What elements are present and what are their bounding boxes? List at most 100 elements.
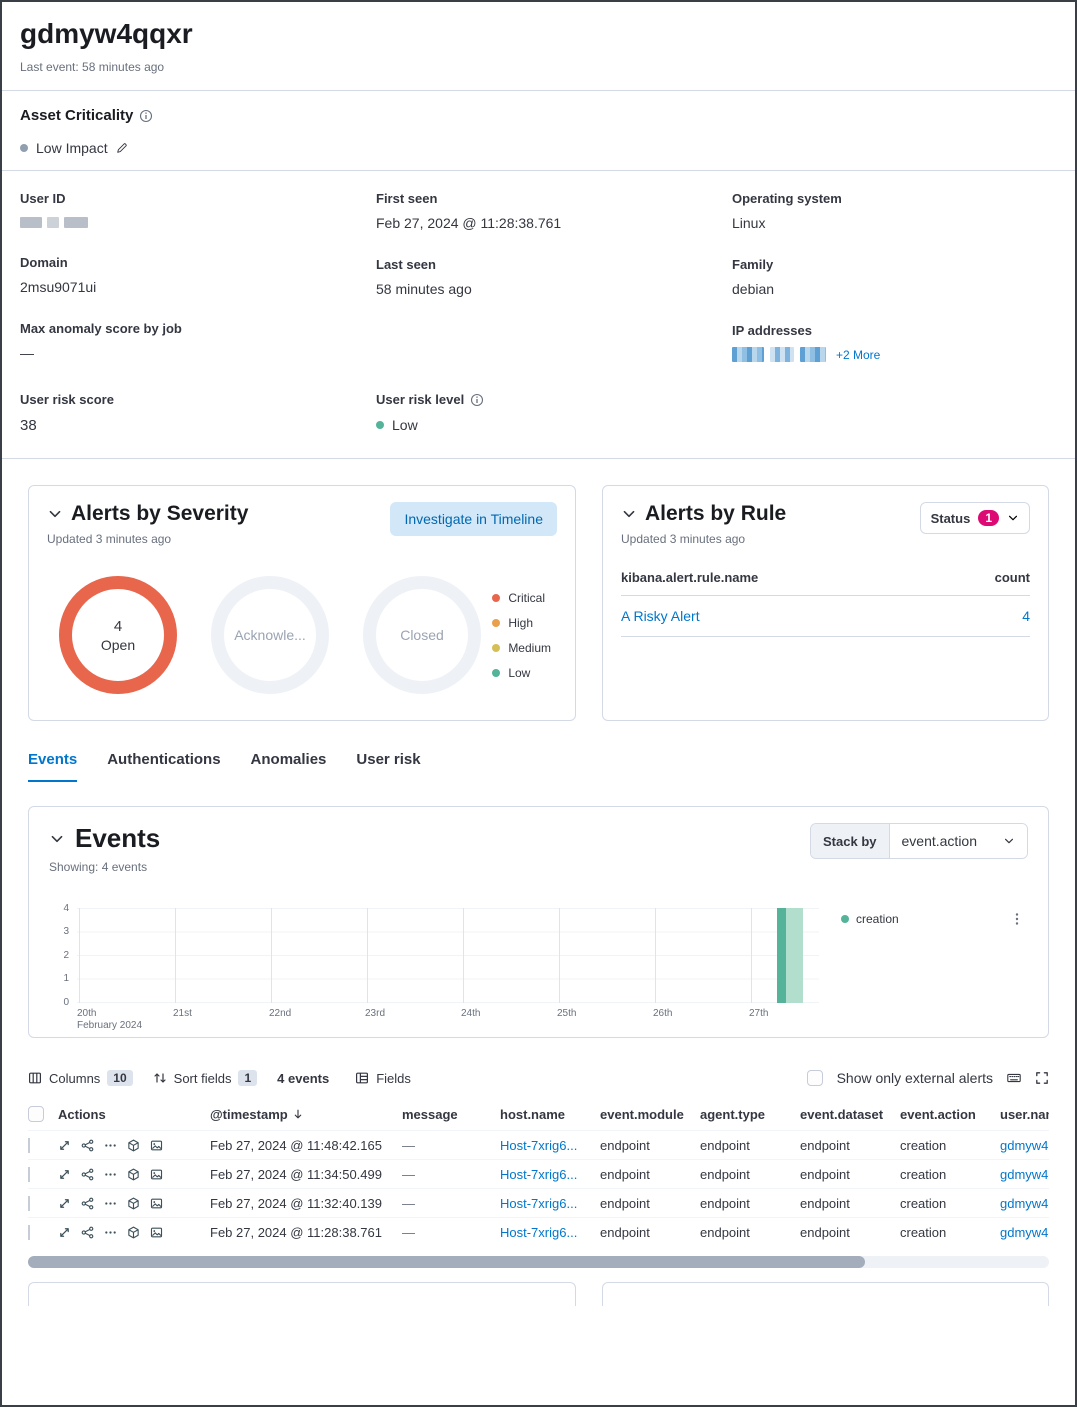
tab-anomalies[interactable]: Anomalies xyxy=(250,751,327,768)
session-view-icon[interactable] xyxy=(81,1139,94,1152)
keyboard-shortcuts-icon[interactable] xyxy=(1007,1071,1021,1085)
message-column-header[interactable]: message xyxy=(402,1106,458,1122)
collapse-chevron-icon[interactable] xyxy=(49,831,65,847)
rule-name-link[interactable]: A Risky Alert xyxy=(621,608,700,624)
collapse-chevron-icon[interactable] xyxy=(47,506,63,522)
x-tick: 22nd xyxy=(269,1008,292,1019)
events-histogram: 4 3 2 1 0 xyxy=(49,903,1028,1031)
user-name-link[interactable]: gdmyw4qqxr xyxy=(1000,1224,1049,1240)
alerts-by-rule-panel: Alerts by Rule Updated 3 minutes ago Sta… xyxy=(602,485,1049,721)
table-row: Feb 27, 2024 @ 11:28:38.761 — Host-7xrig… xyxy=(28,1217,1049,1246)
host-name-link[interactable]: Host-7xrig6... xyxy=(500,1224,578,1240)
visual-analyzer-icon[interactable] xyxy=(150,1168,163,1181)
user-name-link[interactable]: gdmyw4qqxr xyxy=(1000,1195,1049,1211)
collapse-chevron-icon[interactable] xyxy=(621,506,637,522)
host-name-link[interactable]: Host-7xrig6... xyxy=(500,1137,578,1153)
more-actions-icon[interactable] xyxy=(104,1226,117,1239)
max-anomaly-label: Max anomaly score by job xyxy=(20,321,182,336)
event-module-column-header[interactable]: event.module xyxy=(600,1106,684,1122)
scrollbar-thumb[interactable] xyxy=(28,1256,866,1268)
sort-fields-button[interactable]: Sort fields 1 xyxy=(153,1070,258,1086)
select-all-checkbox[interactable] xyxy=(28,1106,44,1122)
message-cell: — xyxy=(402,1224,415,1240)
analyzer-cube-icon[interactable] xyxy=(127,1197,140,1210)
legend-high: High xyxy=(508,615,533,630)
open-alerts-label: Open xyxy=(100,636,136,653)
event-module-cell: endpoint xyxy=(600,1195,650,1211)
tab-user-risk[interactable]: User risk xyxy=(356,751,421,768)
session-view-icon[interactable] xyxy=(81,1197,94,1210)
row-checkbox[interactable] xyxy=(28,1224,30,1240)
user-name-link[interactable]: gdmyw4qqxr xyxy=(1000,1166,1049,1182)
expand-event-icon[interactable] xyxy=(58,1139,71,1152)
event-action-cell: creation xyxy=(900,1195,947,1211)
x-axis-sublabel: February 2024 xyxy=(77,1020,143,1031)
x-tick: 23rd xyxy=(365,1008,386,1019)
event-dataset-cell: endpoint xyxy=(800,1137,850,1153)
status-filter-button[interactable]: Status 1 xyxy=(919,502,1030,534)
event-module-cell: endpoint xyxy=(600,1224,650,1240)
fields-button[interactable]: Fields xyxy=(355,1071,411,1086)
event-action-cell: creation xyxy=(900,1224,947,1240)
legend-low: Low xyxy=(508,665,531,680)
more-actions-icon[interactable] xyxy=(104,1168,117,1181)
criticality-dot xyxy=(20,144,28,152)
message-cell: — xyxy=(402,1137,415,1153)
more-actions-icon[interactable] xyxy=(104,1139,117,1152)
rule-alert-count: 4 xyxy=(1022,608,1030,624)
user-name-column-header[interactable]: user.name xyxy=(1000,1106,1049,1122)
timestamp-column-header[interactable]: @timestamp xyxy=(210,1107,402,1122)
acknowledged-alerts-label: Acknowle... xyxy=(234,627,306,643)
edit-criticality-pencil-icon[interactable] xyxy=(116,142,128,154)
expand-event-icon[interactable] xyxy=(58,1168,71,1181)
family-value: debian xyxy=(732,281,775,297)
expand-event-icon[interactable] xyxy=(58,1197,71,1210)
event-action-column-header[interactable]: event.action xyxy=(900,1106,976,1122)
os-label: Operating system xyxy=(732,191,842,206)
divider xyxy=(2,90,1075,91)
external-alerts-checkbox[interactable] xyxy=(806,1070,823,1086)
expand-event-icon[interactable] xyxy=(58,1226,71,1239)
chart-legend-item[interactable]: creation xyxy=(841,912,899,926)
analyzer-cube-icon[interactable] xyxy=(127,1168,140,1181)
fullscreen-icon[interactable] xyxy=(1035,1071,1049,1085)
acknowledged-alerts-donut: Acknowle... xyxy=(211,576,329,694)
event-dataset-column-header[interactable]: event.dataset xyxy=(800,1106,884,1122)
analyzer-cube-icon[interactable] xyxy=(127,1226,140,1239)
columns-icon xyxy=(28,1071,42,1085)
host-name-column-header[interactable]: host.name xyxy=(500,1106,566,1122)
row-checkbox[interactable] xyxy=(28,1137,30,1153)
investigate-in-timeline-button[interactable]: Investigate in Timeline xyxy=(390,502,557,536)
tab-authentications[interactable]: Authentications xyxy=(107,751,221,768)
chart-options-icon[interactable] xyxy=(1010,912,1024,926)
x-tick: 20th xyxy=(77,1008,97,1019)
visual-analyzer-icon[interactable] xyxy=(150,1139,163,1152)
agent-type-cell: endpoint xyxy=(700,1137,750,1153)
open-alerts-donut: 4 Open xyxy=(59,576,177,694)
horizontal-scrollbar[interactable] xyxy=(28,1256,1049,1268)
ip-more-link[interactable]: +2 More xyxy=(836,347,881,362)
visual-analyzer-icon[interactable] xyxy=(150,1197,163,1210)
visual-analyzer-icon[interactable] xyxy=(150,1226,163,1239)
analyzer-cube-icon[interactable] xyxy=(127,1139,140,1152)
session-view-icon[interactable] xyxy=(81,1168,94,1181)
row-checkbox[interactable] xyxy=(28,1166,30,1182)
asset-criticality-value: Low Impact xyxy=(36,140,108,156)
row-checkbox[interactable] xyxy=(28,1195,30,1211)
tab-events[interactable]: Events xyxy=(28,751,78,782)
user-name-link[interactable]: gdmyw4qqxr xyxy=(1000,1137,1049,1153)
columns-button[interactable]: Columns 10 xyxy=(28,1070,133,1086)
more-actions-icon[interactable] xyxy=(104,1197,117,1210)
legend-critical: Critical xyxy=(508,590,545,605)
domain-label: Domain xyxy=(20,255,68,270)
last-seen-value: 58 minutes ago xyxy=(376,281,472,297)
agent-type-column-header[interactable]: agent.type xyxy=(700,1106,766,1122)
rule-name-column-header: kibana.alert.rule.name xyxy=(621,570,759,585)
host-name-link[interactable]: Host-7xrig6... xyxy=(500,1195,578,1211)
session-view-icon[interactable] xyxy=(81,1226,94,1239)
host-name-link[interactable]: Host-7xrig6... xyxy=(500,1166,578,1182)
stack-by-select[interactable]: event.action xyxy=(889,824,1027,858)
event-action-cell: creation xyxy=(900,1166,947,1182)
clipped-panel xyxy=(602,1282,1049,1306)
